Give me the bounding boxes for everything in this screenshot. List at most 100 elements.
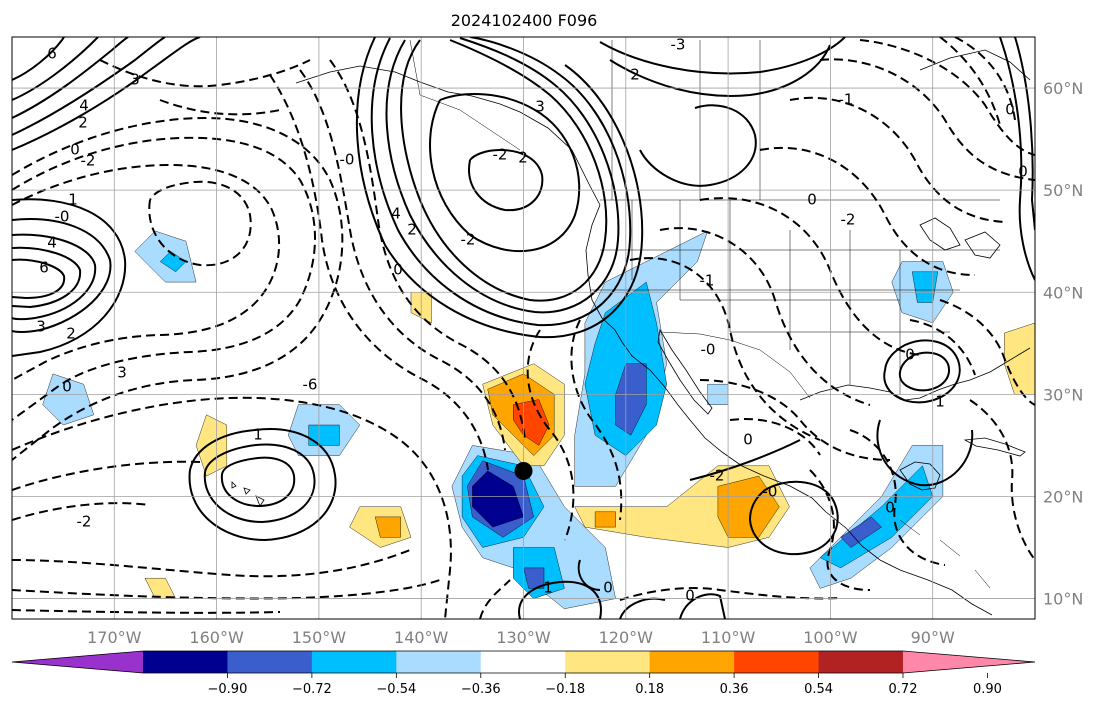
contour-dash-11 [12, 549, 411, 578]
contour-dash-32 [99, 59, 311, 88]
colorbar-tick-label: −0.18 [545, 682, 585, 697]
colorbar-extend-low [12, 651, 143, 673]
contour-solid-ne-1 [999, 37, 1035, 281]
contour-label: -0 [763, 483, 778, 501]
contour-label: -2 [81, 152, 96, 170]
contour-dash-13 [12, 609, 281, 614]
contour-dash-9 [12, 460, 201, 491]
contour-dash-17 [659, 227, 871, 406]
coast-greatlakes [919, 217, 1001, 259]
lon-label: 110°W [701, 628, 756, 647]
border-central-am [899, 519, 991, 589]
contour-label: 3 [130, 71, 140, 89]
shade-orange-147 [374, 516, 401, 538]
contour-label: 0 [685, 587, 695, 605]
border-alaska-canada [409, 39, 521, 151]
contour-dash-4 [148, 180, 252, 267]
contour-label: 4 [79, 97, 89, 115]
contour-dash-6 [329, 59, 526, 441]
map-frame [11, 36, 1036, 620]
contour-lines-dashed [12, 37, 1035, 619]
contour-solid-nc-3 [599, 37, 846, 75]
lon-label: 100°W [803, 628, 858, 647]
colorbar-segment [396, 651, 482, 673]
contour-label: 0 [70, 141, 80, 159]
lat-label: 30°N [1043, 385, 1083, 404]
contour-dash-18 [699, 197, 921, 356]
contour-label: 4 [47, 234, 57, 252]
contour-solid-hi-3 [220, 456, 296, 508]
contour-label: -2 [461, 231, 476, 249]
contour-solid-nw-2 [12, 37, 166, 136]
colorbar-segment [818, 651, 904, 673]
contour-solid-nw-5 [12, 37, 65, 81]
shade-blue-small-w [42, 373, 95, 426]
contour-dash-1 [12, 136, 316, 421]
colorbar-tick-label: −0.36 [461, 682, 501, 697]
border-state-2 [590, 249, 1000, 333]
contour-label: -0 [55, 208, 70, 226]
lon-label: 90°W [911, 628, 955, 647]
contour-label: -1 [700, 272, 715, 290]
contour-label: 0 [743, 431, 753, 449]
contour-solid-nc-1 [639, 104, 757, 187]
contour-label: 3 [535, 98, 545, 116]
coast-gulf [799, 347, 1031, 401]
contour-label: 6 [47, 45, 57, 63]
border-us-mexico [659, 331, 811, 399]
borders [409, 39, 1000, 589]
contour-dash-34 [479, 579, 511, 619]
lat-label: 50°N [1043, 181, 1083, 200]
colorbar-segment [565, 651, 651, 673]
gridlines [12, 37, 1035, 619]
contour-label: 4 [391, 205, 401, 223]
lat-label: 40°N [1043, 283, 1083, 302]
contour-label: 1 [935, 393, 945, 411]
contour-label: -1 [839, 91, 854, 109]
contour-label: 6 [39, 259, 49, 277]
shade-orange-mex-w [594, 511, 616, 528]
coast-cuba [963, 437, 1026, 457]
lat-label: 60°N [1043, 79, 1083, 98]
contour-solid-w-4 [12, 258, 66, 300]
contour-label: 2 [66, 325, 76, 343]
lon-label: 120°W [599, 628, 654, 647]
contour-dash-5 [299, 69, 506, 451]
contour-dash-8 [12, 396, 452, 619]
contour-solid-ak-3 [370, 37, 632, 327]
contour-solid-nw-1 [12, 37, 201, 151]
contour-dash-31 [909, 319, 976, 376]
contour-dash-26 [729, 418, 821, 456]
colorbar-segment [227, 651, 313, 673]
contour-label: -2 [493, 146, 508, 164]
lon-label: 160°W [189, 628, 244, 647]
contour-label: 0 [905, 346, 915, 364]
contour-label: 2 [518, 149, 528, 167]
contour-solid-hi-1 [188, 428, 337, 542]
contour-solid-gulf-1 [876, 419, 974, 487]
coast-yucatan [899, 461, 941, 491]
contour-lines [12, 37, 1035, 619]
contour-label: 0 [1018, 163, 1028, 181]
contour-solid-w-5 [12, 198, 127, 357]
contour-solid-ak-4 [355, 37, 644, 339]
contour-label: -0 [340, 151, 355, 169]
contour-dash-7 [269, 74, 489, 471]
contour-solid-s-2 [619, 597, 666, 619]
colorbar-tick-label: −0.72 [292, 682, 332, 697]
shade-blue-gulf-core [840, 516, 882, 548]
contour-label: 3 [117, 364, 127, 382]
contour-dash-29 [969, 399, 1035, 561]
colorbar-extend-high [903, 651, 1035, 673]
contour-dash-33 [159, 99, 281, 116]
contour-dash-20 [789, 96, 1006, 223]
colorbar-segment [734, 651, 820, 673]
colorbar: −0.90 −0.72 −0.54 −0.36 −0.18 0.18 0.36 0.54 0.7… [11, 650, 1036, 697]
coast-baja [657, 328, 713, 415]
colorbar-tick-label: 0.18 [635, 682, 664, 697]
contour-label: -0 [701, 341, 716, 359]
lat-label: 10°N [1043, 590, 1083, 609]
